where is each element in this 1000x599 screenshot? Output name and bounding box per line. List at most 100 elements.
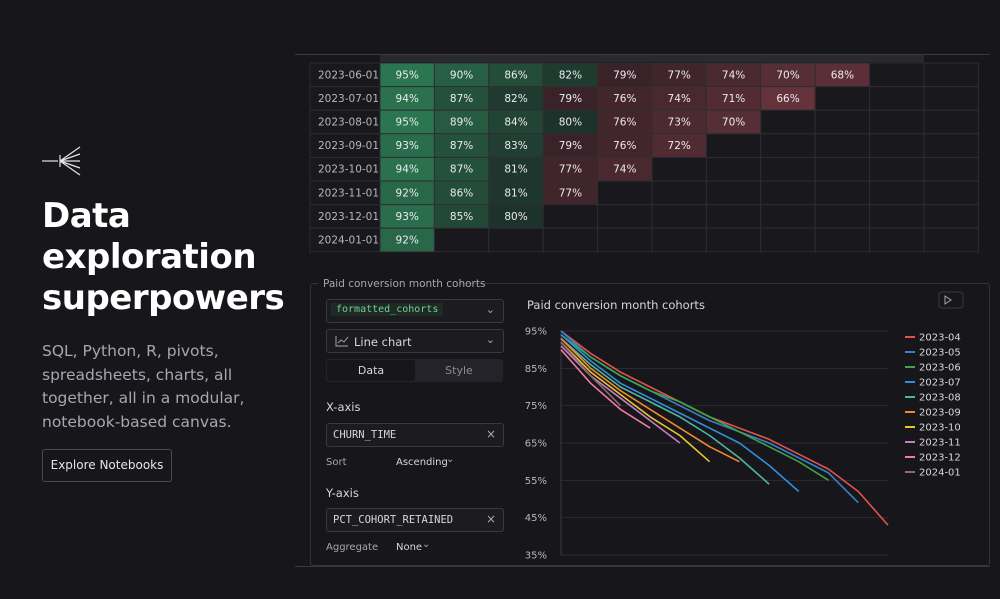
tabs: Data Style — [326, 359, 503, 382]
cell-value: 74% — [668, 93, 691, 105]
table-cell — [488, 86, 544, 111]
legend-label: 2024-01 — [919, 468, 961, 479]
hero-description: SQL, Python, R, pivots, spreadsheets, ch… — [42, 342, 245, 431]
legend-label: 2023-05 — [919, 348, 961, 359]
y-tick-label: 65% — [525, 439, 547, 450]
table-cell — [542, 133, 599, 158]
logo-icon — [42, 146, 81, 176]
tab-style[interactable]: Style — [445, 364, 473, 377]
table-cell — [488, 156, 544, 182]
series-line — [560, 330, 889, 526]
cell-value: 77% — [668, 69, 691, 81]
cell-value: 92% — [396, 235, 419, 247]
table-cell — [488, 204, 544, 229]
chart-title: Paid conversion month cohorts — [527, 298, 705, 312]
table-cell — [760, 133, 816, 158]
run-icon — [944, 295, 952, 305]
table-cell — [923, 133, 979, 158]
table-cell — [651, 180, 707, 206]
table-cell — [433, 62, 490, 88]
table-cell — [923, 227, 979, 253]
table-cell — [597, 86, 653, 111]
table-cell — [814, 62, 871, 88]
y-tick-label: 75% — [525, 401, 547, 412]
legend-label: 2023-10 — [919, 423, 961, 434]
cell-value: 71% — [722, 93, 745, 105]
run-button — [938, 291, 964, 309]
cell-value: 79% — [559, 140, 582, 152]
series-line — [560, 337, 740, 463]
table-cell — [433, 156, 490, 182]
cell-value: 90% — [450, 69, 473, 81]
table-cell — [309, 62, 381, 88]
table-cell — [705, 109, 762, 135]
table-cell — [488, 227, 544, 253]
row-date: 2023-10-01 — [318, 164, 379, 176]
table-cell — [760, 109, 816, 135]
table-cell — [869, 156, 925, 182]
y-tick-label: 55% — [525, 476, 547, 487]
cell-value: 68% — [831, 69, 854, 81]
series-line — [560, 341, 622, 407]
table-cell — [309, 86, 381, 111]
table-cell — [814, 133, 871, 158]
table-cell — [869, 62, 925, 88]
table-cell — [869, 227, 925, 253]
table-cell — [542, 62, 599, 88]
table-cell — [705, 62, 762, 88]
cell-value: 77% — [559, 187, 582, 199]
table-cell — [433, 227, 490, 253]
table-cell — [488, 62, 544, 88]
table-cell — [379, 227, 435, 253]
cell-value: 94% — [396, 164, 419, 176]
y-axis-heading: Y-axis — [326, 486, 359, 500]
row-date: 2023-06-01 — [318, 69, 379, 81]
hero-title: Data exploration superpowers — [42, 196, 285, 318]
table-cell — [705, 156, 762, 182]
table-cell — [597, 109, 653, 135]
y-tick-label: 45% — [525, 513, 547, 524]
chevron: ⌄ — [422, 539, 431, 550]
cell-value: 87% — [450, 93, 473, 105]
dataframe-select[interactable]: formatted_cohorts ⌄ — [326, 299, 504, 323]
table-cell — [433, 180, 490, 206]
dataframe-name: formatted_cohorts — [331, 303, 444, 316]
cell-value: 95% — [396, 69, 419, 81]
cell-value: 87% — [450, 140, 473, 152]
clear-icon: × — [485, 512, 496, 526]
table-cell — [869, 86, 925, 111]
cell-value: 76% — [613, 140, 636, 152]
sort-label: Sort — [326, 457, 347, 468]
clear-icon: × — [485, 427, 496, 441]
cell-value: 86% — [504, 69, 527, 81]
series-line — [560, 330, 859, 504]
tab-data[interactable]: Data — [327, 360, 415, 381]
x-column-select[interactable]: CHURN_TIME × — [326, 423, 504, 447]
sort-value[interactable]: Ascending — [396, 457, 448, 468]
table-top-strip — [380, 55, 924, 62]
table-cell — [597, 62, 653, 88]
legend-label: 2023-09 — [919, 408, 961, 419]
table-cell — [705, 204, 762, 229]
table-cell — [869, 109, 925, 135]
table-cell — [379, 204, 435, 229]
cell-value: 80% — [559, 117, 582, 129]
cell-value: 82% — [559, 69, 582, 81]
table-cell — [705, 86, 762, 111]
y-column-select[interactable]: PCT_COHORT_RETAINED × — [326, 508, 504, 532]
explore-button[interactable]: Explore Notebooks — [42, 449, 172, 482]
table-cell — [814, 86, 871, 111]
table-cell — [923, 180, 979, 206]
table-cell — [542, 227, 599, 253]
chart-type-select[interactable]: Line chart ⌄ — [326, 329, 504, 353]
cell-value: 77% — [559, 164, 582, 176]
table-cell — [488, 180, 544, 206]
table-cell — [814, 227, 871, 253]
cell-value: 94% — [396, 93, 419, 105]
aggregate-value[interactable]: None — [396, 542, 423, 553]
aggregate-label: Aggregate — [326, 542, 379, 553]
cell-value: 74% — [613, 164, 636, 176]
table-cell — [488, 133, 544, 158]
series-line — [560, 349, 651, 429]
table-cell — [597, 133, 653, 158]
